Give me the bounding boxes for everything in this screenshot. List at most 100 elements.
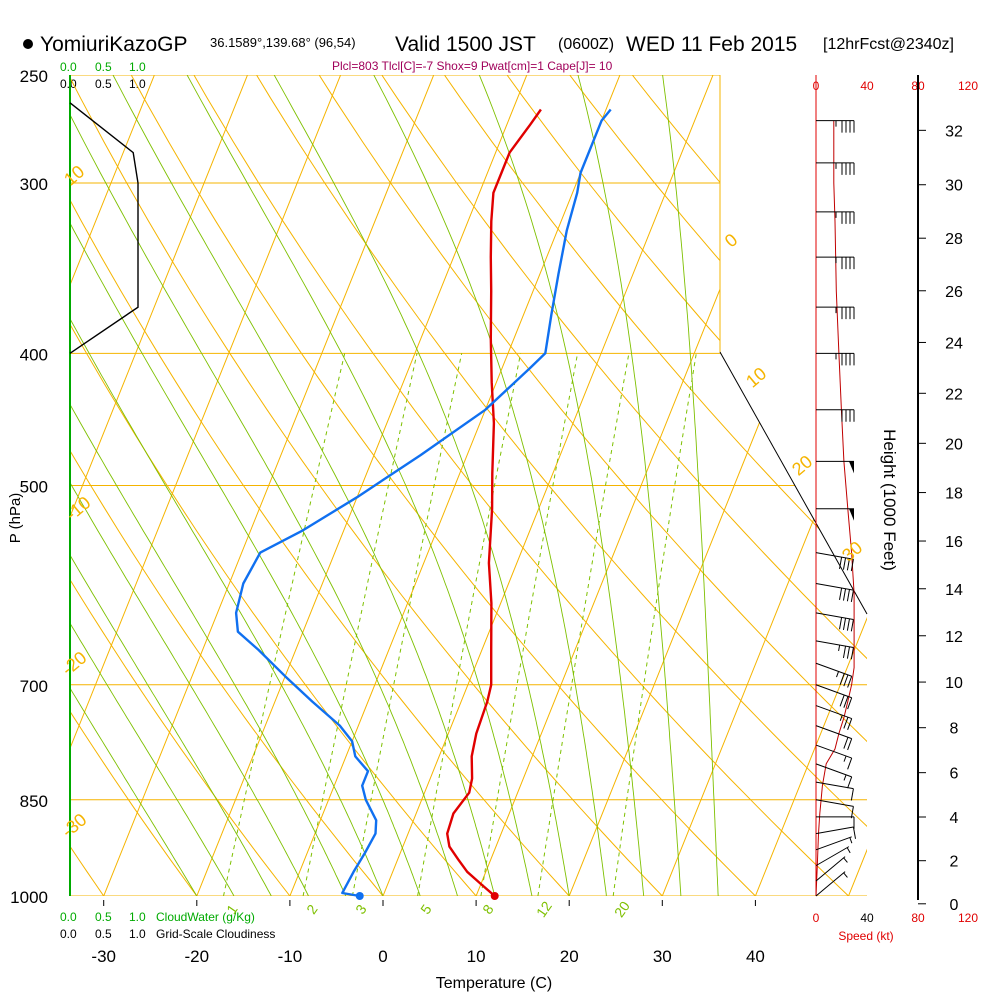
mixing-ratio-label: 3 [352,901,370,917]
wind-barb-shaft [815,871,846,897]
dewpoint-surface-marker [355,892,364,900]
wind-barb [815,705,853,730]
cloudiness-line [69,102,139,354]
speed-tick-label: 80 [911,911,925,925]
moist-adiabat-line [70,75,458,896]
wind-barb [815,781,854,801]
cloudwater-tick: 0.5 [95,60,112,74]
temperature-tick-label: 40 [746,947,765,966]
pressure-tick-label: 700 [20,677,48,696]
mixing-ratio-line [480,353,579,896]
height-tick-label: 32 [945,123,963,140]
wind-barb [816,508,854,521]
wind-barb-half-feather [839,714,843,721]
wind-barb-feather [839,587,843,600]
wind-barb [816,120,855,133]
mixing-ratio-line [417,353,522,896]
cloudiness-tick: 0.5 [95,77,112,91]
height-tick-label: 6 [950,766,959,783]
wind-barb-shaft [815,856,846,882]
wind-barb-half-feather [843,755,847,762]
wind-barb-feather [852,826,856,839]
dry-adiabat-line [70,75,431,896]
dry-adiabat-line [513,75,867,896]
wind-barb [816,816,855,829]
wind-barb-feather [847,718,853,730]
valid-zulu: (0600Z) [558,36,614,53]
wind-barb [815,612,854,632]
pressure-tick-label: 400 [20,345,48,364]
dry-adiabat-line [70,75,145,896]
cloudwater-tick: 1.0 [129,60,146,74]
wind-barb [816,460,854,474]
moist-adiabat-line [70,75,309,896]
dry-adiabat-line [90,75,814,896]
isotherm-label: -20 [58,647,91,679]
speed-tick-label: 120 [958,911,978,925]
wind-barb [815,725,853,751]
wind-barb [815,583,854,603]
pressure-tick-label: 850 [20,792,48,811]
wind-barb-feather [850,559,854,572]
wind-barb-shaft [815,781,854,790]
dry-adiabat-line [70,75,623,896]
wind-barb-half-feather [849,837,853,844]
wind-barb-half-feather [843,872,848,878]
wind-barb [815,552,854,572]
mixing-ratio-label: 2 [303,901,321,917]
wind-barb [816,352,855,366]
wind-barb-feather [847,757,853,770]
wind-barb-shaft [815,684,852,699]
wind-barb [815,871,848,897]
isotherm-label: 10 [742,363,770,391]
pressure-tick-label: 300 [20,175,48,194]
dry-adiabat-line [70,75,336,896]
wind-barb-feather [842,646,847,658]
mixing-ratio-label: 8 [479,901,497,917]
pressure-tick-label: 250 [20,67,48,86]
isotherm-label: -10 [62,492,95,524]
wind-barb [816,211,855,224]
wind-barb [815,799,854,819]
moist-adiabat-line [70,75,235,896]
wind-barb-shaft [815,725,852,740]
mixing-ratio-label: 5 [417,901,435,917]
wind-barbs [815,120,856,897]
speed-tick-label: 40 [860,79,874,93]
wind-barb-feather [839,673,845,685]
y-axis-title: P (hPa) [7,493,24,544]
wind-barb-feather [843,696,849,708]
cloud-scale-bottom: 0.0 0.5 1.0 CloudWater (g/Kg) 0.0 0.5 1.… [60,910,275,941]
mixing-ratio-label: 20 [611,898,633,920]
x-axis-title: Temperature (C) [436,975,552,992]
wind-barb-feather [846,589,850,602]
wind-barb-half-feather [843,774,847,781]
wind-barb [816,306,855,320]
dewpoint-line [234,108,612,898]
wind-barb-feather [850,806,854,819]
moist-adiabat-line [70,75,347,896]
wind-barb-shaft [815,799,854,807]
wind-barb-flag [849,461,854,474]
moist-adiabat-line [74,75,496,896]
height-tick-label: 30 [945,178,963,195]
wind-barb [815,763,853,789]
cloudiness-tick: 1.0 [129,927,146,941]
moist-adiabat-line [70,86,198,896]
height-tick-label: 16 [945,534,963,551]
temperature-tick-label: -20 [185,947,210,966]
cloudiness-tick: 0.0 [60,77,77,91]
temperature-line [446,108,542,897]
height-tick-label: 26 [945,284,963,301]
cloudiness-tick: 1.0 [129,77,146,91]
height-tick-label: 28 [945,231,963,248]
height-tick-label: 20 [945,436,963,453]
height-tick-label: 0 [950,897,959,914]
speed-tick-label: 40 [860,911,874,925]
cloudiness-tick: 0.0 [60,927,77,941]
wind-barb-shaft [815,836,852,851]
wind-barb [815,684,853,710]
